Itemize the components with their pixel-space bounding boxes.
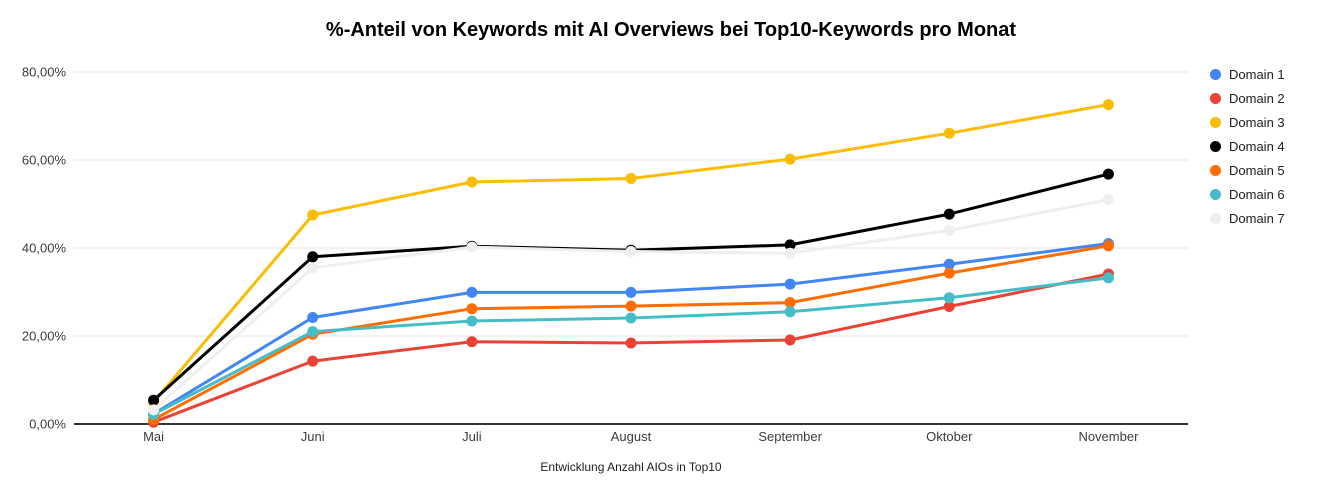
data-point-domain-7: [943, 224, 955, 236]
data-point-domain-1: [466, 286, 478, 298]
legend-item-label: Domain 6: [1229, 187, 1285, 202]
data-point-domain-3: [466, 176, 478, 188]
y-axis-tick-label: 40,00%: [22, 241, 67, 256]
data-point-domain-4: [784, 239, 796, 251]
y-axis-tick-label: 60,00%: [22, 153, 67, 168]
data-point-domain-3: [625, 173, 637, 184]
y-axis-tick-label: 20,00%: [22, 329, 67, 344]
data-point-domain-4: [1102, 168, 1114, 180]
data-point-domain-3: [307, 209, 319, 221]
x-axis-tick-label: Mai: [143, 429, 164, 444]
data-point-domain-2: [943, 301, 955, 312]
data-point-domain-1: [943, 258, 955, 270]
data-point-domain-7: [625, 246, 637, 257]
data-point-domain-5: [784, 297, 796, 309]
data-point-domain-2: [784, 334, 796, 346]
legend-item-domain-7: Domain 7: [1210, 210, 1285, 227]
data-point-domain-6: [784, 306, 796, 318]
data-point-domain-6: [1102, 272, 1114, 284]
data-point-domain-1: [307, 312, 319, 323]
legend-item-label: Domain 1: [1229, 67, 1285, 82]
legend-item-domain-1: Domain 1: [1210, 66, 1285, 83]
data-point-domain-5: [1102, 240, 1114, 252]
data-point-domain-1: [784, 278, 796, 290]
x-axis-title: Entwicklung Anzahl AIOs in Top10: [540, 460, 722, 474]
legend-item-label: Domain 5: [1229, 163, 1285, 178]
data-point-domain-7: [784, 247, 796, 259]
data-point-domain-2: [625, 337, 637, 349]
data-point-domain-3: [784, 153, 796, 165]
legend-dot-icon: [1210, 141, 1221, 152]
legend-dot-icon: [1210, 213, 1221, 224]
data-point-domain-6: [307, 326, 319, 338]
data-point-domain-2: [307, 355, 319, 367]
legend-dot-icon: [1210, 189, 1221, 200]
data-point-domain-3: [943, 127, 955, 139]
data-point-domain-1: [625, 286, 637, 298]
legend-dot-icon: [1210, 93, 1221, 104]
data-point-domain-6: [466, 315, 478, 327]
data-point-domain-4: [943, 208, 955, 220]
data-point-domain-4: [307, 251, 319, 263]
x-axis-tick-label: August: [611, 429, 652, 444]
legend-item-domain-6: Domain 6: [1210, 186, 1285, 203]
x-axis-tick-label: September: [758, 429, 822, 444]
x-axis-tick-label: Juli: [462, 429, 482, 444]
legend-item-domain-4: Domain 4: [1210, 138, 1285, 155]
chart-title: %-Anteil von Keywords mit AI Overviews b…: [325, 19, 1017, 41]
data-point-domain-4: [148, 394, 160, 406]
legend-item-domain-5: Domain 5: [1210, 162, 1285, 179]
legend-item-label: Domain 4: [1229, 139, 1285, 154]
data-point-domain-7: [466, 241, 478, 253]
legend-item-domain-3: Domain 3: [1210, 114, 1285, 131]
legend: Domain 1 Domain 2 Domain 3 Domain 4 Domain 5…: [1210, 66, 1285, 234]
data-point-domain-2: [466, 336, 478, 348]
data-point-domain-7: [1102, 194, 1114, 206]
data-point-domain-7: [148, 404, 160, 416]
y-axis-tick-label: 80,00%: [22, 65, 67, 80]
y-axis-tick-label: 0,00%: [29, 417, 66, 432]
x-axis-tick-label: November: [1078, 429, 1139, 444]
legend-item-label: Domain 3: [1229, 115, 1285, 130]
data-point-domain-5: [943, 267, 955, 279]
data-point-domain-5: [466, 303, 478, 315]
legend-item-label: Domain 2: [1229, 91, 1285, 106]
legend-dot-icon: [1210, 165, 1221, 176]
legend-dot-icon: [1210, 117, 1221, 128]
x-axis-tick-label: Juni: [301, 429, 325, 444]
data-point-domain-5: [625, 300, 637, 312]
data-point-domain-3: [1102, 99, 1114, 111]
data-point-domain-6: [943, 292, 955, 304]
x-axis-tick-label: Oktober: [926, 429, 973, 444]
data-point-domain-6: [625, 312, 637, 324]
legend-dot-icon: [1210, 69, 1221, 80]
legend-item-label: Domain 7: [1229, 211, 1285, 226]
legend-item-domain-2: Domain 2: [1210, 90, 1285, 107]
data-point-domain-7: [307, 262, 319, 274]
